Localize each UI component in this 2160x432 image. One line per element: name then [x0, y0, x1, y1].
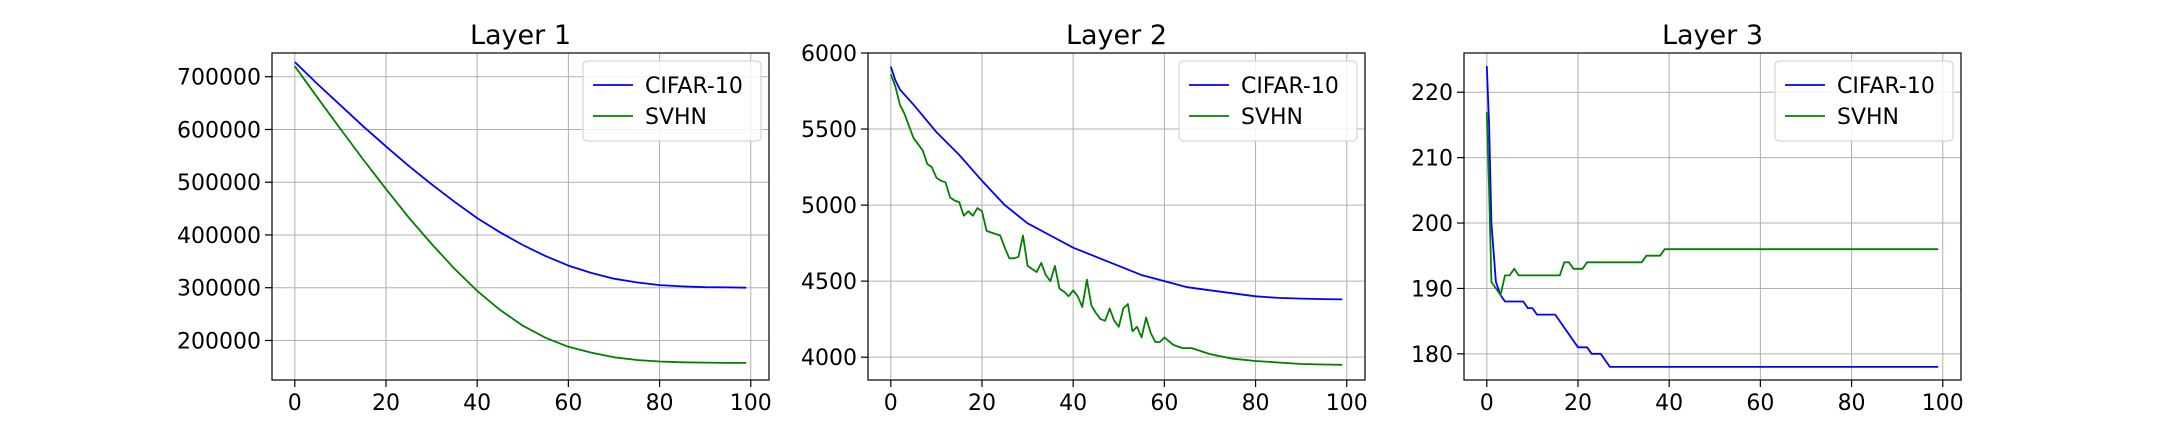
legend-label: SVHN — [1837, 105, 1899, 130]
x-tick-label: 40 — [1655, 391, 1683, 416]
plot-frame — [867, 52, 1366, 381]
x-tick-label: 60 — [554, 391, 582, 416]
x-tick-label: 40 — [463, 391, 491, 416]
x-tick-label: 40 — [1059, 391, 1087, 416]
y-tick-label: 200 — [1411, 212, 1453, 237]
y-tick-label: 400000 — [177, 224, 261, 249]
legend-box — [582, 60, 762, 142]
legend-label: CIFAR-10 — [645, 74, 743, 99]
x-tick-label: 80 — [1242, 391, 1270, 416]
chart-title: Layer 3 — [1662, 20, 1763, 51]
x-tick-label: 20 — [968, 391, 996, 416]
x-tick-label: 60 — [1150, 391, 1178, 416]
x-tick-label: 0 — [288, 391, 302, 416]
legend-label: SVHN — [645, 105, 707, 130]
x-tick-label: 0 — [1480, 391, 1494, 416]
y-tick-label: 5000 — [801, 194, 857, 219]
x-tick-label: 20 — [372, 391, 400, 416]
chart-title: Layer 2 — [1066, 20, 1167, 51]
x-tick-label: 100 — [730, 391, 772, 416]
series-line-cifar-10 — [889, 66, 1343, 301]
x-tick-label: 100 — [1326, 391, 1368, 416]
y-tick-label: 5500 — [801, 118, 857, 143]
y-tick-label: 6000 — [801, 42, 857, 67]
chart-panel-2: 0 20 40 60 80 100 4000 4500 5000 5500 6000 Layer 2 C… — [801, 20, 1368, 416]
y-tick-label: 300000 — [177, 277, 261, 302]
chart-panel-1: 0 20 40 60 80 100 200000 300000 400000 500000 6000… — [177, 20, 772, 416]
y-tick-label: 220 — [1411, 81, 1453, 106]
legend-box — [1178, 60, 1358, 142]
y-tick-label: 200000 — [177, 329, 261, 354]
chart-panel-3: 0 20 40 60 80 100 180 190 200 210 220 Layer 3 CIFAR-… — [1411, 20, 1964, 416]
y-tick-label: 500000 — [177, 171, 261, 196]
x-tick-label: 80 — [646, 391, 674, 416]
y-tick-label: 700000 — [177, 66, 261, 91]
y-tick-label: 210 — [1411, 147, 1453, 172]
legend-box — [1774, 60, 1954, 142]
series-line-cifar-10 — [294, 61, 747, 289]
legend-label: CIFAR-10 — [1241, 74, 1339, 99]
legend-label: SVHN — [1241, 105, 1303, 130]
x-tick-label: 20 — [1564, 391, 1592, 416]
y-tick-label: 4000 — [801, 346, 857, 371]
y-tick-label: 180 — [1411, 343, 1453, 368]
y-tick-label: 190 — [1411, 277, 1453, 302]
series-line-svhn — [889, 73, 1343, 366]
legend-label: CIFAR-10 — [1837, 74, 1935, 99]
chart-title: Layer 1 — [470, 20, 571, 51]
y-tick-label: 600000 — [177, 118, 261, 143]
x-tick-label: 80 — [1838, 391, 1866, 416]
series-line-cifar-10 — [1485, 66, 1939, 368]
plot-frame — [271, 52, 770, 381]
x-tick-label: 0 — [884, 391, 898, 416]
series-line-svhn — [1485, 111, 1939, 296]
series-line-svhn — [294, 65, 747, 364]
plot-frame — [1463, 52, 1962, 381]
x-tick-label: 100 — [1922, 391, 1964, 416]
x-tick-label: 60 — [1746, 391, 1774, 416]
y-tick-label: 4500 — [801, 270, 857, 295]
